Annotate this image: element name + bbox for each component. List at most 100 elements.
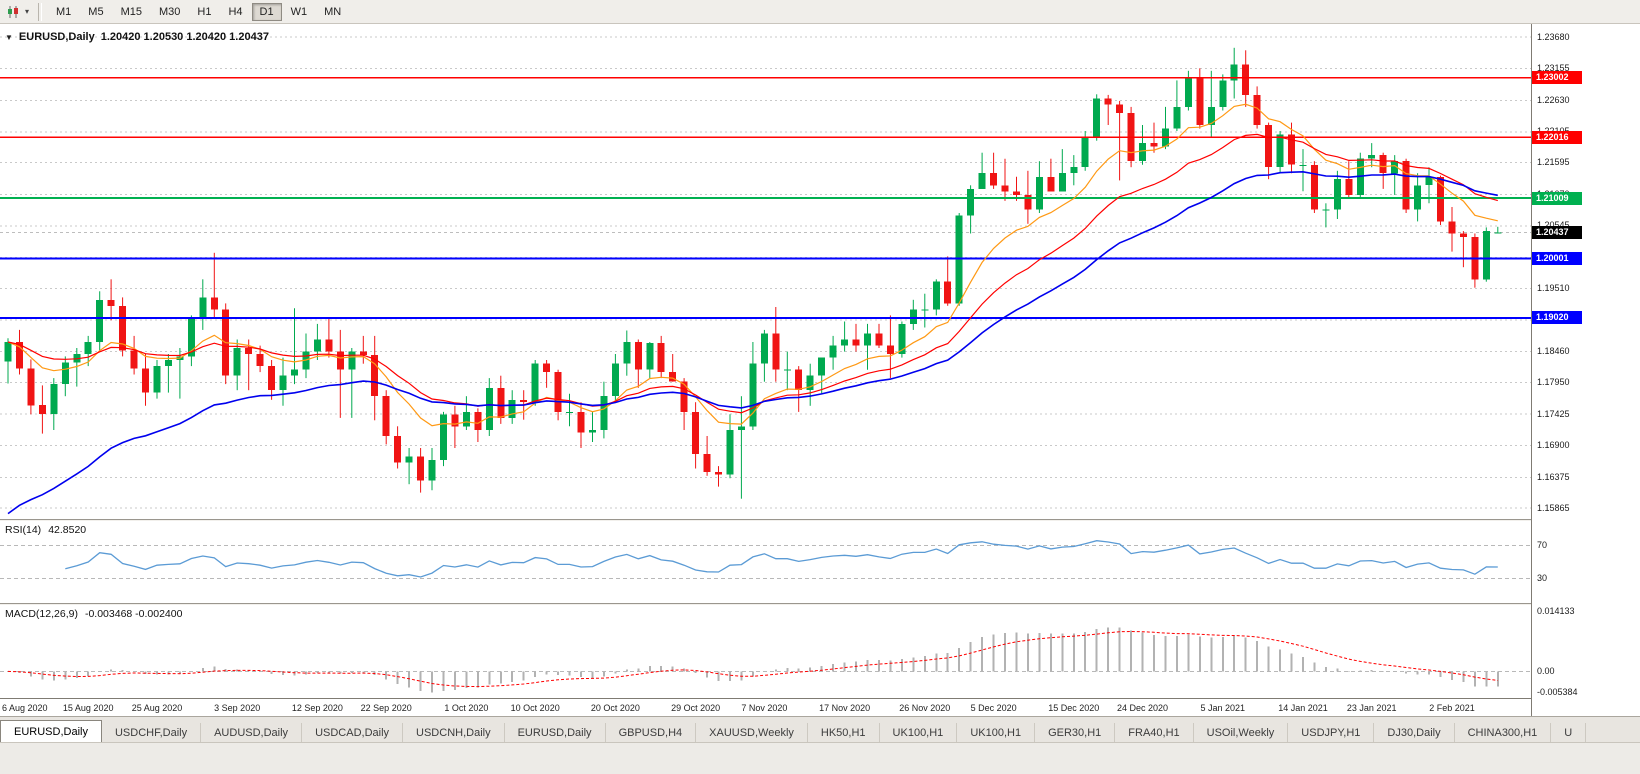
chart-tab[interactable]: USDCHF,Daily	[102, 723, 202, 743]
macd-min-label: -0.005384	[1537, 687, 1578, 697]
chart-tab[interactable]: EURUSD,Daily	[505, 723, 606, 743]
pane-separator[interactable]	[0, 603, 1640, 605]
date-axis-label: 6 Aug 2020	[2, 703, 48, 713]
price-axis-label: 1.20545	[1537, 221, 1570, 230]
price-level-marker: 1.22016	[1532, 130, 1582, 144]
price-axis-label: 1.23155	[1537, 63, 1570, 74]
rsi-indicator-value: 42.8520	[48, 524, 87, 536]
chart-tab[interactable]: UK100,H1	[880, 723, 958, 743]
chart-tab[interactable]: EURUSD,Daily	[0, 720, 102, 743]
date-axis-label: 14 Jan 2021	[1278, 703, 1328, 713]
price-level-marker: 1.21009	[1532, 191, 1582, 205]
price-axis-label: 1.15865	[1537, 502, 1570, 513]
timeframe-button-w1[interactable]: W1	[290, 5, 308, 18]
chart-type-dropdown-icon[interactable]: ▾	[25, 7, 30, 16]
price-axis-label: 1.16900	[1537, 440, 1570, 451]
date-axis-label: 5 Jan 2021	[1200, 703, 1246, 713]
chart-tab[interactable]: GER30,H1	[1035, 723, 1116, 743]
date-axis-label: 26 Nov 2020	[899, 703, 951, 713]
price-axis-label: 1.18460	[1537, 346, 1570, 357]
chart-symbol-label: EURUSD,Daily	[18, 31, 95, 43]
chart-tab[interactable]: DJ30,Daily	[1374, 723, 1455, 743]
chart-tab[interactable]: USOil,Weekly	[1194, 723, 1289, 743]
date-axis-label: 10 Oct 2020	[510, 703, 560, 713]
date-axis-label: 20 Oct 2020	[590, 703, 640, 713]
timeframe-group: M1 M5 M15 M30 H1 H4 D1 W1 MN	[48, 2, 350, 21]
price-level-marker: 1.19020	[1532, 311, 1582, 325]
macd-indicator-values: -0.003468 -0.002400	[84, 608, 183, 620]
date-axis-label: 15 Dec 2020	[1048, 703, 1100, 713]
moving-average-line	[7, 170, 1498, 515]
macd-pane-canvas[interactable]	[0, 605, 1531, 698]
macd-zero-label: 0.00	[1537, 666, 1555, 676]
timeframe-button-m15[interactable]: M15	[120, 5, 142, 18]
price-axis-label: 1.17950	[1537, 376, 1570, 387]
toolbar-separator	[38, 2, 43, 21]
date-axis-label: 7 Nov 2020	[741, 703, 788, 713]
macd-max-label: 0.014133	[1537, 606, 1575, 616]
date-axis-label: 29 Oct 2020	[671, 703, 721, 713]
date-axis-label: 22 Sep 2020	[360, 703, 412, 713]
rsi-line	[65, 540, 1498, 578]
status-bar	[0, 742, 1640, 774]
macd-histogram	[18, 627, 1499, 693]
chart-tab[interactable]: XAUUSD,Weekly	[696, 723, 808, 743]
moving-average-line	[7, 133, 1498, 414]
candlestick-chart-icon-glyph	[8, 5, 18, 18]
macd-pane-label: MACD(12,26,9) -0.003468 -0.002400	[5, 608, 182, 620]
chart-ohlc-values: 1.20420 1.20530 1.20420 1.20437	[100, 31, 269, 43]
date-axis-label: 23 Jan 2021	[1346, 703, 1397, 713]
timeframe-button-mn[interactable]: MN	[324, 5, 342, 18]
price-level-marker: 1.20001	[1532, 252, 1582, 266]
timeframe-button-h1[interactable]: H1	[197, 5, 212, 18]
chart-tab[interactable]: USDCAD,Daily	[302, 723, 404, 743]
date-axis-label: 3 Sep 2020	[214, 703, 261, 713]
chart-tab[interactable]: U	[1551, 723, 1587, 743]
price-axis-label: 1.21595	[1537, 157, 1570, 168]
macd-signal-line	[7, 630, 1498, 688]
candlestick-chart-icon[interactable]	[4, 4, 22, 20]
rsi-pane-label: RSI(14) 42.8520	[5, 524, 86, 536]
price-axis-label: 1.22630	[1537, 94, 1570, 105]
rsi-upper-level-label: 70	[1537, 540, 1548, 551]
price-axis[interactable]: 1.236801.231551.226301.221051.215951.210…	[1531, 24, 1640, 716]
chart-title: ▼ EURUSD,Daily 1.20420 1.20530 1.20420 1…	[5, 31, 269, 43]
rsi-indicator-name: RSI(14)	[5, 524, 42, 536]
price-axis-label: 1.19510	[1537, 282, 1570, 293]
rsi-lower-level-label: 30	[1537, 572, 1548, 583]
dropdown-triangle-icon[interactable]: ▼	[5, 32, 13, 42]
date-axis-label: 24 Dec 2020	[1116, 703, 1169, 713]
chart-tab[interactable]: CHINA300,H1	[1455, 723, 1552, 743]
timeframe-button-m1[interactable]: M1	[56, 5, 72, 18]
chart-window: ▼ EURUSD,Daily 1.20420 1.20530 1.20420 1…	[0, 24, 1640, 716]
date-axis-label: 1 Oct 2020	[444, 703, 489, 713]
toolbar: ▾ M1 M5 M15 M30 H1 H4 D1 W1 MN	[0, 0, 1640, 24]
pane-separator[interactable]	[0, 519, 1640, 521]
main-chart-canvas[interactable]	[0, 24, 1531, 519]
price-axis-label: 1.23680	[1537, 31, 1570, 42]
date-axis-label: 17 Nov 2020	[819, 703, 871, 713]
chart-tab[interactable]: GBPUSD,H4	[606, 723, 697, 743]
date-axis-label: 5 Dec 2020	[970, 703, 1017, 713]
chart-tab[interactable]: AUDUSD,Daily	[201, 723, 303, 743]
chart-tab[interactable]: USDJPY,H1	[1288, 723, 1375, 743]
date-axis-label: 12 Sep 2020	[291, 703, 343, 713]
timeframe-button-m30[interactable]: M30	[158, 5, 181, 18]
macd-indicator-name: MACD(12,26,9)	[5, 608, 78, 620]
timeframe-button-m5[interactable]: M5	[88, 5, 104, 18]
rsi-pane-canvas[interactable]	[0, 521, 1531, 603]
candles-layer	[4, 47, 1502, 499]
chart-tab[interactable]: USDCNH,Daily	[403, 723, 505, 743]
timeframe-button-h4[interactable]: H4	[228, 5, 243, 18]
current-price-marker: 1.20437	[1532, 226, 1582, 239]
chart-tab[interactable]: HK50,H1	[808, 723, 880, 743]
date-axis-label: 15 Aug 2020	[62, 703, 114, 713]
price-axis-label: 1.17425	[1537, 408, 1570, 419]
date-axis[interactable]: 6 Aug 2020 15 Aug 2020 25 Aug 2020 3 Sep 20…	[0, 698, 1531, 716]
timeframe-button-d1[interactable]: D1	[251, 2, 282, 21]
chart-tab[interactable]: UK100,H1	[957, 723, 1036, 743]
chart-tab[interactable]: FRA40,H1	[1115, 723, 1194, 743]
price-axis-label: 1.16375	[1537, 471, 1570, 482]
date-axis-label: 2 Feb 2021	[1429, 703, 1475, 713]
